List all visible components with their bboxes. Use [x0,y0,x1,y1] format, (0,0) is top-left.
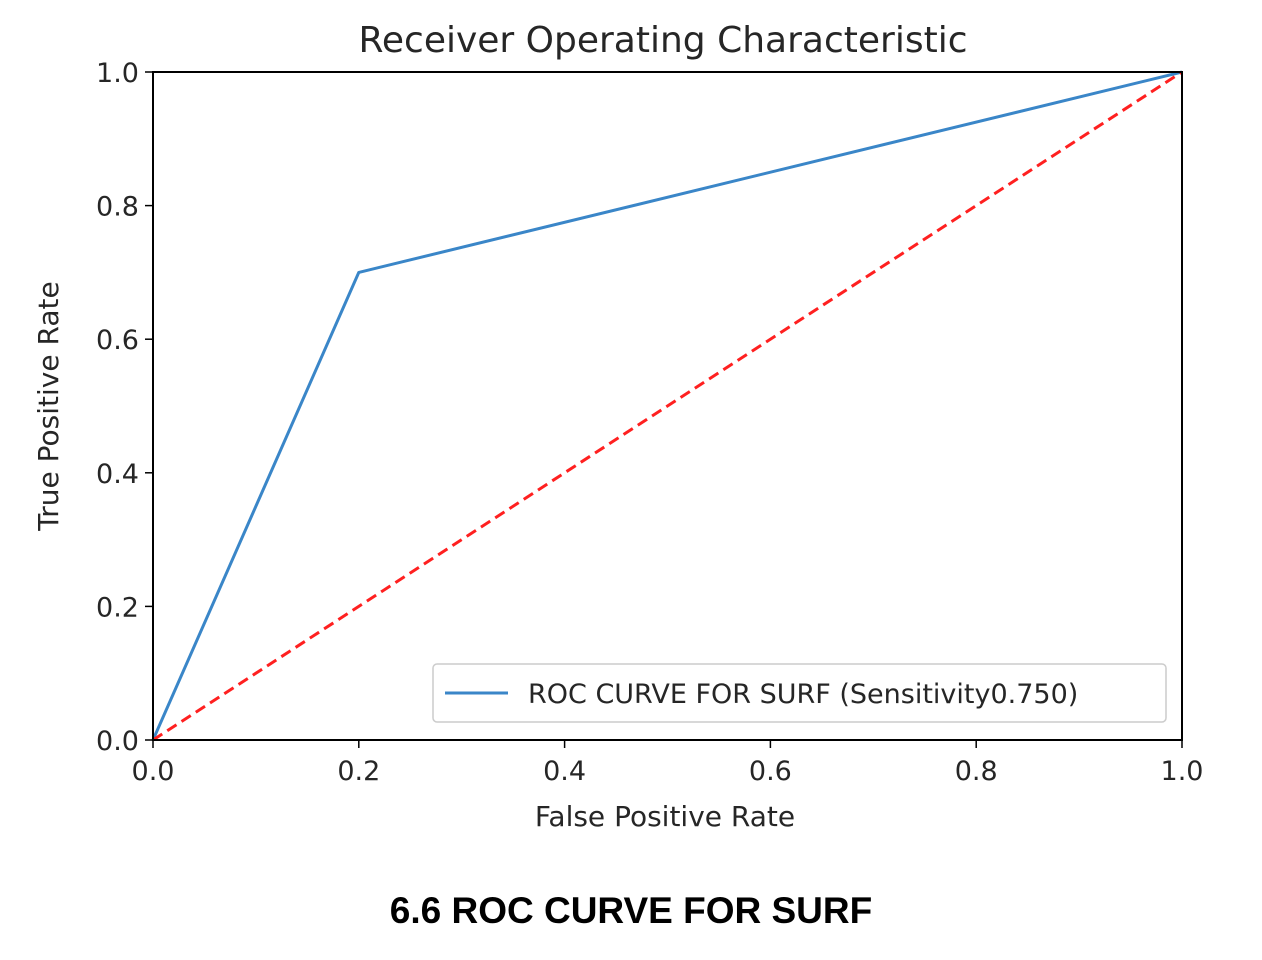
x-axis-ticks: 0.0 0.2 0.4 0.6 0.8 1.0 [132,740,1204,787]
x-axis-label: False Positive Rate [535,800,795,833]
chart-title: Receiver Operating Characteristic [358,20,967,61]
y-tick-label: 0.4 [96,459,139,490]
roc-curve-line [151,70,1183,741]
x-tick-label: 0.6 [749,756,792,787]
y-tick-label: 0.8 [96,192,139,223]
y-tick-label: 0.6 [96,325,139,356]
legend-label: ROC CURVE FOR SURF (Sensitivity0.750) [528,679,1078,710]
x-tick-label: 1.0 [1161,756,1204,787]
roc-chart: Receiver Operating Characteristic 0.0 0.2… [32,20,1204,833]
x-tick-label: 0.4 [543,756,586,787]
figure-caption: 6.6 ROC CURVE FOR SURF [389,890,873,931]
y-axis-ticks: 0.0 0.2 0.4 0.6 0.8 1.0 [96,58,153,757]
legend: ROC CURVE FOR SURF (Sensitivity0.750) [432,663,1167,723]
series-layer [151,70,1183,742]
x-tick-label: 0.8 [955,756,998,787]
legend-box [432,663,1167,723]
y-tick-label: 1.0 [96,58,139,89]
y-tick-label: 0.0 [96,726,139,757]
y-axis-label: True Positive Rate [32,281,65,531]
x-tick-label: 0.0 [132,756,175,787]
diagonal-reference-line [152,70,1183,742]
y-tick-label: 0.2 [96,592,139,623]
x-tick-label: 0.2 [337,756,380,787]
plot-frame [152,71,1183,741]
